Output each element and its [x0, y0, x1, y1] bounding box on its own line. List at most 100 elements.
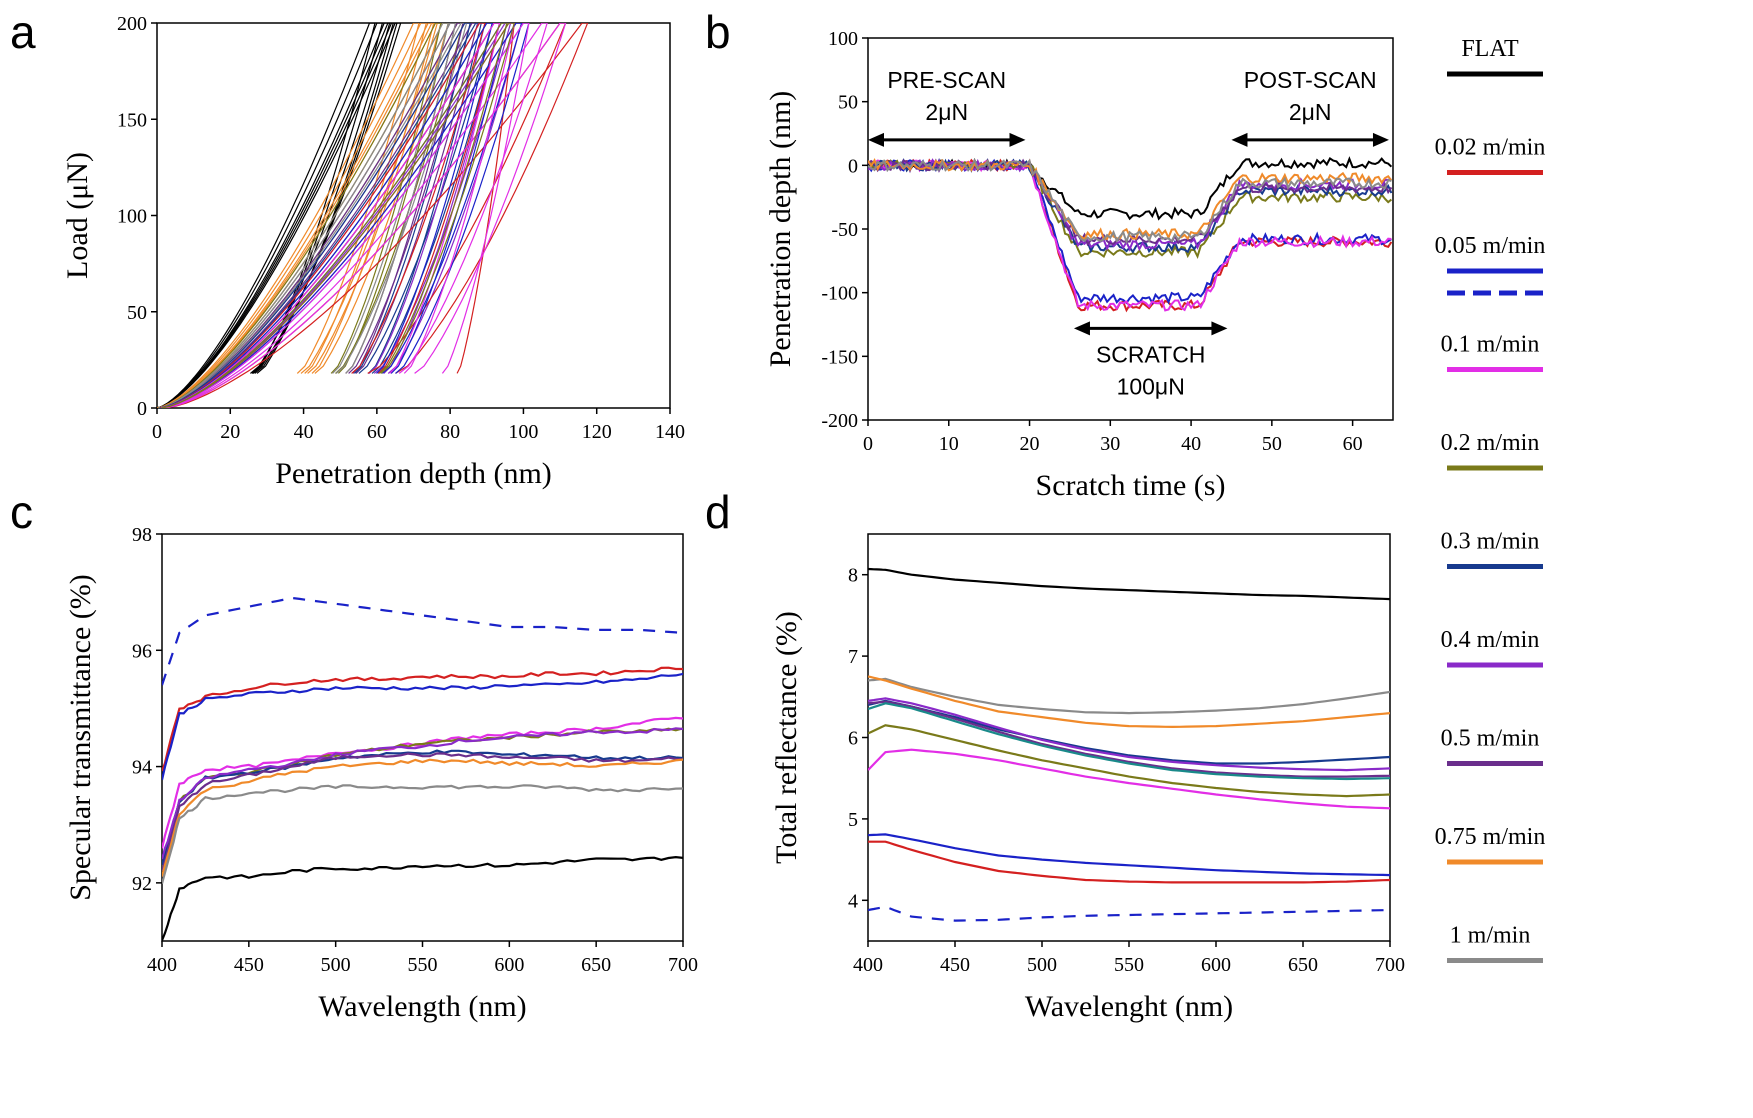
x-tick-label: 450	[940, 954, 970, 976]
x-tick-label: 80	[440, 421, 460, 443]
x-tick-label: 500	[321, 954, 351, 976]
y-tick-label: 98	[132, 524, 152, 546]
y-tick-label: 7	[848, 646, 858, 668]
series-line	[162, 752, 683, 872]
panel-letter-b: b	[705, 6, 731, 58]
series-line	[162, 855, 683, 941]
arrow-head-right	[1211, 321, 1228, 336]
y-tick-label: 0	[848, 155, 858, 177]
x-tick-label: 100	[508, 421, 538, 443]
x-tick-label: 650	[1288, 954, 1318, 976]
series-line	[165, 23, 589, 408]
x-tick-label: 50	[1262, 433, 1282, 455]
series-line	[162, 727, 683, 867]
x-tick-label: 20	[1020, 433, 1040, 455]
x-axis-title: Wavelenght (nm)	[1025, 990, 1233, 1023]
legend-label: 0.3 m/min	[1441, 529, 1540, 555]
y-tick-label: 96	[132, 640, 152, 662]
series-line	[162, 727, 683, 860]
series-line	[162, 666, 683, 772]
x-tick-label: 550	[1114, 954, 1144, 976]
y-axis-title: Total reflectance (%)	[770, 611, 803, 864]
plot-area	[162, 596, 683, 941]
x-tick-label: 600	[494, 954, 524, 976]
legend-item: 1 m/min	[1447, 923, 1543, 963]
y-axis-title: Specular transmittance (%)	[64, 574, 97, 901]
y-axis-title: Load (μN)	[61, 152, 94, 279]
series-line	[159, 23, 468, 408]
legend: FLAT 0.02 m/min 0.05 m/min 0.1 m/min 0.2 m/m…	[1435, 36, 1546, 963]
x-tick-label: 450	[234, 954, 264, 976]
series-line	[157, 23, 384, 408]
x-tick-label: 40	[1181, 433, 1201, 455]
series-line	[868, 158, 1393, 241]
panel-d: 400 450 500 550 600 650 700 4 5 6 7 8 Wavelenght (nm…	[770, 533, 1405, 1023]
x-tick-label: 500	[1027, 954, 1057, 976]
series-line	[162, 758, 683, 877]
y-tick-label: 0	[137, 398, 147, 420]
annotation-load: 100μN	[1117, 373, 1185, 399]
legend-label: 0.05 m/min	[1435, 233, 1546, 259]
x-tick-label: 400	[147, 954, 177, 976]
series-line	[868, 158, 1393, 247]
plot-frame	[161, 533, 684, 942]
arrow-head-left	[868, 132, 884, 147]
annotation-load: 2μN	[1289, 99, 1332, 125]
annotation-title: POST-SCAN	[1244, 67, 1377, 93]
series-line	[157, 23, 376, 408]
series-line	[163, 23, 548, 408]
series-line	[868, 905, 1390, 922]
x-axis-title: Wavelength (nm)	[318, 990, 526, 1023]
series-line	[868, 748, 1390, 810]
arrow-head-left	[1231, 132, 1248, 147]
legend-item: 0.05 m/min	[1435, 233, 1546, 296]
series-line	[162, 23, 530, 408]
x-tick-label: 0	[863, 433, 873, 455]
x-tick-label: 60	[367, 421, 387, 443]
legend-item: FLAT	[1447, 36, 1543, 77]
x-tick-label: 0	[152, 421, 162, 443]
x-tick-label: 700	[668, 954, 698, 976]
legend-item: 0.1 m/min	[1441, 332, 1543, 372]
x-tick-label: 20	[220, 421, 240, 443]
plot-area	[157, 23, 589, 408]
legend-item: 0.4 m/min	[1441, 627, 1543, 668]
y-tick-label: 200	[117, 13, 147, 35]
legend-item: 0.75 m/min	[1435, 824, 1546, 865]
annotation-title: PRE-SCAN	[887, 67, 1006, 93]
x-tick-label: 140	[655, 421, 685, 443]
legend-item: 0.5 m/min	[1441, 726, 1543, 766]
series-line	[162, 672, 683, 781]
x-axis-title: Scratch time (s)	[1036, 469, 1226, 502]
series-line	[160, 23, 493, 408]
panel-c: 400 450 500 550 600 650 700 92 94 96 98 Wavelength …	[64, 524, 698, 1023]
legend-label: 0.02 m/min	[1435, 135, 1546, 161]
series-line	[157, 23, 402, 408]
panel-letter-a: a	[10, 6, 36, 58]
x-tick-label: 600	[1201, 954, 1231, 976]
x-tick-label: 10	[939, 433, 959, 455]
x-tick-label: 700	[1375, 954, 1405, 976]
series-line	[868, 699, 1390, 765]
series-line	[868, 840, 1390, 884]
annotation-load: 2μN	[925, 99, 968, 125]
series-line	[159, 23, 479, 408]
x-tick-label: 40	[294, 421, 314, 443]
legend-label: 0.5 m/min	[1441, 726, 1540, 752]
panel-letter-c: c	[10, 486, 33, 538]
x-tick-label: 650	[581, 954, 611, 976]
series-line	[868, 675, 1390, 729]
plot-area	[868, 156, 1393, 313]
series-line	[868, 702, 1390, 781]
legend-label: 1 m/min	[1450, 923, 1531, 949]
legend-item: 0.2 m/min	[1441, 430, 1543, 471]
series-line	[868, 724, 1390, 798]
series-line	[868, 700, 1390, 778]
y-tick-label: 5	[848, 809, 858, 831]
legend-item: 0.02 m/min	[1435, 135, 1546, 175]
arrow-head-left	[1073, 321, 1090, 336]
x-tick-label: 550	[408, 954, 438, 976]
panel-letter-d: d	[705, 486, 731, 538]
legend-label: 0.75 m/min	[1435, 824, 1546, 850]
y-axis-title: Penetration depth (nm)	[764, 91, 797, 368]
